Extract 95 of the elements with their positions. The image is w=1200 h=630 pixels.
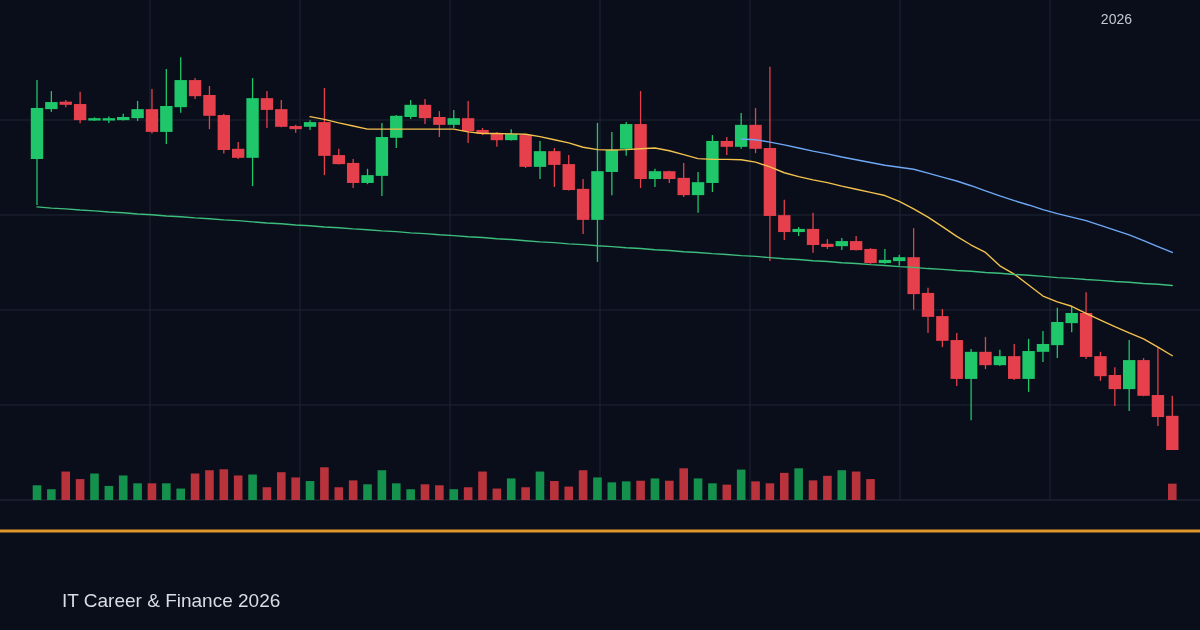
bar (291, 477, 300, 500)
bar (176, 488, 186, 500)
bar (708, 483, 717, 500)
candlestick (878, 248, 892, 265)
bar (190, 473, 200, 500)
bar (219, 469, 229, 500)
candlestick (1036, 330, 1050, 363)
candlestick (720, 136, 733, 156)
bar (621, 481, 631, 500)
bar (305, 481, 315, 500)
text: IT Career & Finance 2026 (62, 590, 281, 611)
bar (406, 489, 415, 500)
candlestick (1108, 366, 1122, 407)
candlestick (533, 140, 547, 180)
candlestick (346, 158, 360, 189)
candlestick (447, 109, 460, 129)
candlestick (691, 171, 705, 214)
candlestick (45, 90, 58, 113)
candlestick (921, 287, 935, 334)
bar (607, 482, 617, 500)
bar (420, 484, 430, 500)
candlestick (778, 199, 791, 241)
bar (550, 481, 559, 500)
candlestick (979, 336, 992, 370)
bar (679, 468, 688, 500)
candlestick (404, 99, 417, 120)
bar (90, 473, 99, 500)
bar (449, 489, 459, 500)
bar (47, 489, 56, 500)
bar (1168, 483, 1177, 500)
bar (277, 472, 286, 500)
bar (61, 471, 71, 500)
candlestick (188, 77, 202, 100)
candlestick (260, 90, 274, 129)
bar (650, 478, 660, 500)
text: 2026 (1100, 11, 1133, 27)
bar (521, 487, 530, 500)
bar (564, 486, 574, 500)
candlestick (461, 100, 475, 144)
candlestick (749, 107, 762, 154)
candlestick (806, 212, 820, 254)
bar (535, 471, 545, 500)
bar (722, 484, 732, 500)
bar (348, 480, 358, 500)
candlestick (418, 98, 432, 125)
bar (693, 478, 703, 500)
bar (32, 485, 42, 500)
bar (837, 470, 847, 500)
bar (506, 478, 516, 500)
bar (808, 480, 818, 500)
bar (262, 487, 272, 500)
bar (492, 488, 502, 500)
candlestick (433, 110, 446, 138)
bar (320, 467, 329, 500)
candlestick (1094, 351, 1107, 382)
candlestick (548, 147, 561, 188)
candlestick (1065, 305, 1078, 333)
bar (463, 487, 473, 500)
bar (593, 477, 602, 500)
bar (823, 475, 832, 500)
bar (233, 475, 243, 500)
candlestick (203, 85, 216, 130)
bar (636, 480, 645, 500)
candlestick (648, 168, 662, 188)
candlestick (734, 112, 748, 150)
bar (334, 487, 344, 500)
bar (104, 485, 114, 500)
bar (248, 474, 257, 500)
bar (75, 479, 85, 500)
bar (779, 472, 789, 500)
bar (665, 480, 674, 500)
candlestick (145, 88, 159, 135)
bar (377, 470, 387, 500)
candlestick (73, 91, 87, 124)
bar (391, 483, 401, 500)
bar (118, 475, 128, 500)
bar (736, 469, 746, 500)
candlestick (1008, 343, 1021, 381)
bar (794, 468, 803, 500)
candlestick (1151, 346, 1165, 427)
candlestick (605, 131, 619, 196)
bar (765, 483, 775, 500)
bar (363, 484, 372, 500)
bar (578, 470, 588, 500)
bar (866, 479, 875, 500)
candlestick (131, 100, 144, 122)
bar (162, 483, 171, 500)
bar (147, 483, 157, 500)
bar (851, 471, 861, 500)
candlestick (1051, 307, 1064, 359)
bar (435, 485, 444, 500)
bar (751, 481, 760, 500)
bar (478, 471, 487, 500)
bar (205, 470, 214, 500)
bar (133, 483, 142, 500)
